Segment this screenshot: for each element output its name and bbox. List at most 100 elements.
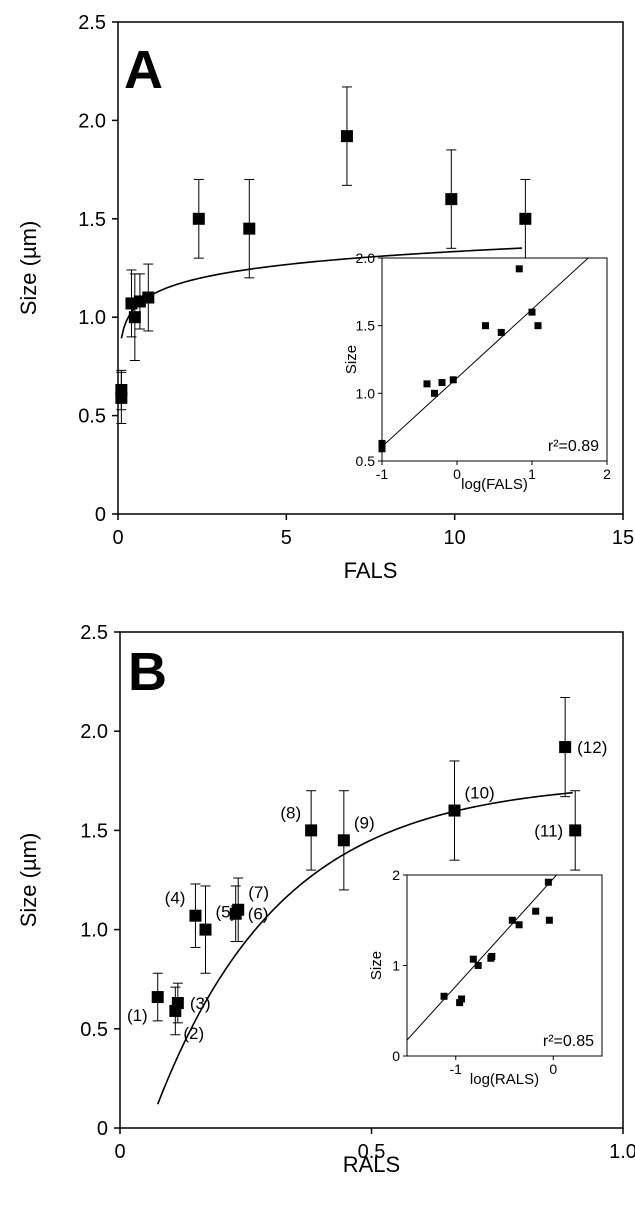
inset-point: [456, 999, 464, 1007]
data-point: (7): [232, 877, 269, 943]
inset-x-tick-label: 0: [453, 466, 461, 482]
inset-x-tick-label: -1: [450, 1061, 463, 1077]
x-tick-label: 5: [281, 527, 292, 549]
point-label: (6): [248, 905, 269, 924]
inset-point: [528, 308, 536, 316]
point-label: (3): [190, 994, 211, 1013]
data-point: [142, 263, 155, 332]
point-label: (11): [534, 821, 563, 840]
y-tick-label: 0: [95, 504, 106, 526]
x-axis-label: RALS: [343, 1152, 400, 1177]
x-tick-label: 0.5: [358, 1141, 386, 1163]
inset-x-tick-label: 0: [549, 1061, 557, 1077]
x-axis-label: FALS: [344, 558, 398, 583]
point-marker: [340, 130, 353, 143]
inset-r2-annotation: r²=0.85: [543, 1033, 594, 1050]
inset-point: [515, 265, 523, 273]
inset-point: [449, 376, 457, 384]
point-marker: [243, 222, 256, 235]
inset-point: [458, 995, 466, 1003]
point-label: (2): [183, 1024, 204, 1043]
inset-chart: 0 1 2 -1 0 log(RALS) Size r²=0.85: [368, 867, 603, 1088]
inset-y-tick-label: 2.0: [356, 250, 376, 266]
y-tick-label: 2.5: [80, 622, 108, 644]
point-marker: [189, 909, 202, 922]
inset-point: [378, 439, 386, 447]
data-point: [128, 273, 141, 361]
inset-point: [474, 962, 482, 969]
inset-y-tick-label: 1.5: [356, 318, 376, 334]
point-label: (1): [127, 1006, 148, 1025]
inset-chart: 0.5 1.0 1.5 2.0 -1 0 1 2 log(FALS) Size r²=0.89: [343, 250, 611, 493]
panel-letter: B: [128, 642, 167, 702]
data-point: (3): [171, 982, 211, 1024]
y-tick-label: 0.5: [78, 406, 106, 428]
inset-x-tick-label: 1: [528, 466, 536, 482]
data-point: (11): [534, 790, 582, 871]
inset-frame: [381, 257, 608, 462]
y-tick-label: 0.5: [80, 1019, 108, 1041]
x-tick-label: 10: [444, 527, 466, 549]
data-point: (8): [280, 790, 318, 871]
point-marker: [448, 804, 461, 817]
inset-point: [488, 952, 496, 960]
y-axis-label: Size (µm): [16, 833, 41, 928]
y-tick-label: 2.5: [78, 12, 106, 34]
y-tick-label: 1.5: [78, 209, 106, 231]
inset-point: [534, 322, 542, 330]
inset-r2-annotation: r²=0.89: [548, 438, 599, 455]
data-point: [519, 178, 532, 259]
y-tick-label: 2.0: [78, 110, 106, 132]
data-point: (9): [337, 790, 375, 891]
inset-point: [532, 907, 540, 915]
data-point: (10): [448, 760, 495, 861]
inset-y-axis-label: Size: [343, 345, 360, 374]
y-tick-label: 1.5: [80, 820, 108, 842]
inset-point: [423, 380, 431, 388]
inset-point: [508, 916, 516, 924]
inset-point: [544, 878, 552, 886]
inset-point: [440, 992, 448, 1000]
data-point: (4): [165, 883, 202, 948]
inset-regression-line: [407, 875, 558, 1041]
y-tick-label: 2.0: [80, 721, 108, 743]
inset-point: [431, 389, 438, 397]
data-point: [445, 149, 458, 249]
data-point: [115, 371, 128, 424]
y-tick-label: 1.0: [78, 307, 106, 329]
inset-point: [497, 328, 505, 336]
point-label: (10): [464, 784, 494, 803]
x-tick-label: 1.0: [609, 1141, 635, 1163]
data-point: (1): [127, 972, 164, 1025]
inset-y-tick-label: 2: [392, 867, 400, 883]
point-marker: [199, 923, 212, 936]
point-marker: [569, 824, 582, 837]
data-point: [192, 178, 205, 259]
point-marker: [559, 741, 572, 754]
inset-x-axis-label: log(RALS): [470, 1071, 539, 1088]
point-label: (12): [577, 738, 607, 757]
inset-y-tick-label: 1: [392, 958, 400, 974]
data-point: (12): [559, 696, 607, 798]
inset-point: [469, 955, 477, 963]
point-marker: [142, 291, 155, 304]
inset-x-axis-label: log(FALS): [461, 476, 528, 493]
inset-point: [515, 921, 523, 929]
y-tick-label: 1.0: [80, 920, 108, 942]
data-point: [340, 86, 353, 186]
inset-y-axis-label: Size: [368, 951, 385, 980]
point-marker: [519, 212, 532, 225]
data-point: [243, 178, 256, 279]
inset-point: [545, 916, 553, 924]
fit-curve: [156, 791, 573, 1105]
inset-y-tick-label: 0: [392, 1048, 400, 1064]
inset-y-tick-label: 1.0: [356, 385, 376, 401]
inset-x-tick-label: -1: [376, 466, 389, 482]
point-label: (8): [280, 803, 301, 822]
inset-regression-line: [382, 258, 589, 448]
point-marker: [151, 991, 164, 1004]
point-marker: [192, 212, 205, 225]
